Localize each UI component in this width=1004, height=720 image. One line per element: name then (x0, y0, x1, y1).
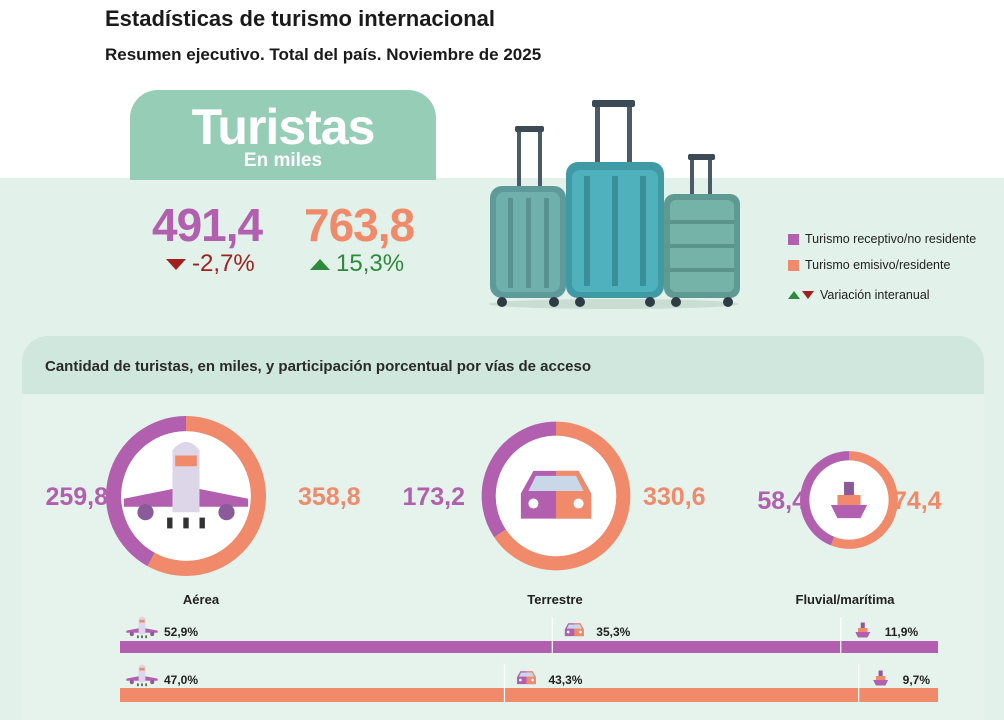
ship-icon (855, 622, 871, 638)
airplane-icon (126, 616, 158, 639)
bar-segment-receptive-0 (120, 641, 553, 653)
bar-segment-receptive-1 (552, 641, 841, 653)
page-subtitle: Resumen ejecutivo. Total del país. Novie… (105, 45, 542, 64)
donut-slice-emissive-0 (147, 416, 266, 576)
category-label-2: Fluvial/marítima (796, 592, 896, 607)
legend-item-emissive: Turismo emisivo/residente (788, 252, 976, 278)
bar-label-emissive-1: 43,3% (548, 673, 582, 687)
bar-label-emissive-2: 9,7% (903, 673, 931, 687)
bar-label-receptive-0: 52,9% (164, 625, 198, 639)
kpi-receptive-variation: -2,7% (166, 250, 255, 278)
category-label-1: Terrestre (527, 592, 582, 607)
kpi-receptive-variation-text: -2,7% (192, 250, 255, 277)
donut-label-emissive-0: 358,8 (298, 483, 361, 511)
bar-segment-receptive-2 (840, 641, 938, 653)
donut-label-receptive-0: 259,8 (45, 483, 108, 511)
airplane-icon (126, 664, 158, 687)
legend-label-emissive: Turismo emisivo/residente (805, 258, 951, 272)
donut-slice-emissive-2 (830, 451, 898, 549)
legend-item-receptive: Turismo receptivo/no residente (788, 226, 976, 252)
ship-icon (830, 481, 868, 519)
kpi-emissive-variation-text: 15,3% (336, 250, 405, 277)
legend-swatch-emissive (788, 259, 799, 271)
triangle-down-icon (802, 291, 814, 299)
ship-icon (873, 670, 889, 686)
donut-label-receptive-1: 173,2 (402, 483, 465, 511)
car-icon (520, 470, 592, 519)
bar-label-receptive-2: 11,9% (885, 625, 919, 639)
legend-label-variation: Variación interanual (820, 288, 930, 302)
kpi-emissive-variation: 15,3% (310, 250, 404, 278)
bar-label-emissive-0: 47,0% (164, 673, 198, 687)
kpi-emissive-value: 763,8 (304, 199, 415, 251)
kpi-title: Turistas (191, 99, 376, 155)
kpi-card: Turistas En miles 491,4 763,8 -2,7% 15,3… (130, 90, 436, 310)
donut-label-emissive-2: 74,4 (893, 487, 942, 515)
luggage-illustration-icon (489, 100, 740, 309)
car-icon (564, 623, 584, 637)
page-title: Estadísticas de turismo internacional (105, 6, 496, 31)
donut-label-emissive-1: 330,6 (643, 483, 706, 511)
panel-title: Cantidad de turistas, en miles, y partic… (45, 358, 592, 375)
legend-item-variation: Variación interanual (788, 282, 976, 308)
bar-segment-emissive-1 (504, 688, 859, 702)
donut-slice-receptive-2 (800, 451, 850, 546)
bar-segment-emissive-0 (120, 688, 505, 702)
donut-slice-receptive-1 (481, 421, 557, 538)
legend-label-receptive: Turismo receptivo/no residente (805, 232, 977, 246)
legend: Turismo receptivo/no residente Turismo e… (788, 226, 976, 308)
triangle-up-icon (788, 291, 800, 299)
kpi-header (130, 90, 436, 180)
airplane-icon (123, 442, 249, 529)
donut-slice-receptive-0 (106, 416, 187, 567)
donut-label-receptive-2: 58,4 (757, 487, 806, 515)
legend-swatch-receptive (788, 233, 799, 245)
bar-segment-emissive-2 (858, 688, 938, 702)
car-icon (516, 671, 536, 685)
triangle-up-icon (310, 258, 330, 270)
panel-header (22, 336, 984, 394)
bar-label-receptive-1: 35,3% (596, 625, 630, 639)
kpi-unit: En miles (243, 150, 323, 171)
triangle-down-icon (166, 258, 186, 270)
category-label-0: Aérea (183, 592, 220, 607)
kpi-receptive-value: 491,4 (152, 199, 263, 251)
donut-slice-emissive-1 (494, 421, 631, 571)
